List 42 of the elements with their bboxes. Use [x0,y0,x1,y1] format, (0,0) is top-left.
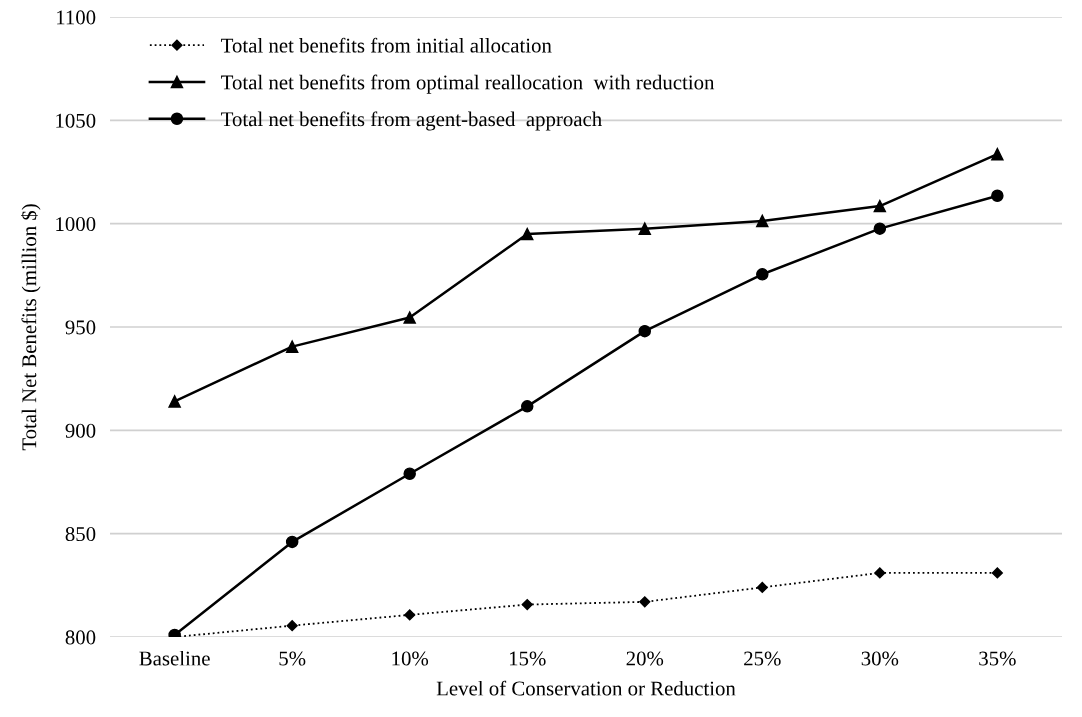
x-tick-label: Baseline [139,650,210,666]
point [991,189,1004,203]
x-axis-title: Level of Conservation or Reduction [436,680,736,696]
point [638,324,652,338]
y-axis-title: Total Net Benefits (million $) [21,204,41,451]
x-tick-label: 20% [626,651,664,666]
point [991,567,1003,579]
y-tick-label: 1050 [56,113,96,128]
x-tick-label: 10% [392,651,429,666]
point [403,311,416,324]
point [638,222,652,235]
y-tick-label: 1100 [57,10,96,25]
y-tick-label: 950 [65,320,96,335]
y-tick-label: 800 [65,630,96,645]
point [756,268,769,281]
x-tick-label: 25% [744,651,781,666]
y-tick-label: 1000 [56,217,96,232]
point [639,596,651,608]
point [520,227,534,241]
point [520,400,534,413]
x-tick-label: 15% [509,651,546,666]
y-tick-label: 850 [65,527,96,542]
point [404,609,416,621]
legend-label: Total net benefits from optimal reallocation with reduction [221,74,715,94]
y-tick-label: 900 [65,423,96,438]
point [285,340,299,353]
point [873,222,887,235]
x-tick-label: 5% [279,651,306,666]
point [756,581,768,594]
point [403,467,416,480]
x-tick-label: 35% [979,651,1016,666]
point [286,620,298,632]
point [756,214,769,228]
point [991,147,1004,161]
point [521,598,533,611]
point [168,395,181,408]
point [873,199,887,213]
legend-label: Total net benefits from agent-based approach [221,111,602,131]
point [285,535,299,549]
legend-label: Total net benefits from initial allocation [221,37,552,53]
point [874,567,886,579]
x-tick-label: 30% [861,651,899,666]
